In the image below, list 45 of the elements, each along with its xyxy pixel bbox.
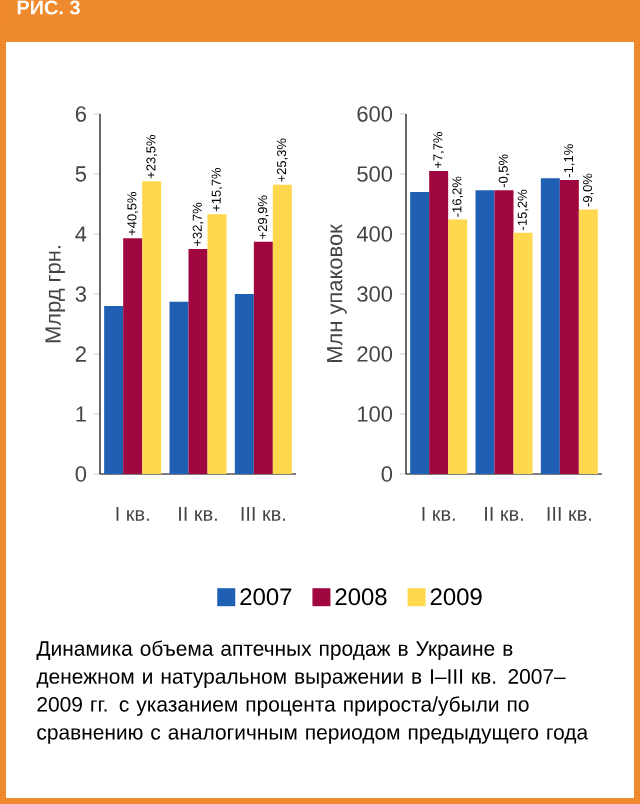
y-tick-label: 1	[76, 406, 86, 422]
text: Динамика объема аптечных продаж в Украине в денежном и натуральном выражении в I–III кв. 2007–2009 гг. с указанием процента прироста/убыли по сравнению с аналогичным периодом предыдущего года	[36, 640, 589, 744]
y-tick-label: 0	[75, 466, 87, 482]
bar	[494, 190, 514, 474]
legend-label: 2008	[335, 588, 387, 606]
x-tick-label: III кв.	[547, 507, 592, 521]
y-axis-title: Млрд грн.	[45, 246, 66, 343]
y-tick-label: 500	[357, 166, 393, 182]
x-tick-label: II кв.	[485, 507, 523, 521]
bar	[513, 232, 533, 474]
bar	[188, 249, 208, 474]
y-tick-label: 300	[357, 286, 393, 302]
bar	[234, 294, 254, 474]
y-tick-label: 600	[357, 106, 393, 122]
bar	[429, 171, 449, 474]
bar	[578, 209, 598, 474]
bar	[104, 306, 124, 474]
y-tick-label: 2	[75, 346, 86, 362]
y-tick-label: 3	[75, 286, 86, 302]
legend-label: 2007	[240, 588, 292, 606]
x-tick-label: I кв.	[116, 507, 149, 521]
bar	[142, 181, 162, 474]
bar	[448, 219, 468, 474]
y-tick-label: 5	[75, 166, 87, 182]
bar	[410, 192, 430, 474]
y-tick-label: 4	[75, 226, 87, 242]
bar	[207, 214, 227, 474]
bar	[169, 301, 189, 474]
chart-title: РИС. 3	[17, 0, 80, 15]
bar	[475, 190, 495, 474]
bar	[559, 180, 579, 474]
y-tick-label: 200	[357, 346, 393, 362]
bar	[540, 178, 560, 474]
x-tick-label: III кв.	[241, 507, 286, 521]
y-tick-label: 0	[381, 466, 393, 482]
x-tick-label: II кв.	[179, 507, 217, 521]
y-axis-title: Млн упаковок	[327, 224, 347, 362]
y-tick-label: 400	[356, 226, 393, 242]
legend-label: 2009	[430, 588, 482, 606]
y-tick-label: 100	[358, 406, 393, 422]
x-tick-label: I кв.	[422, 507, 455, 521]
y-tick-label: 6	[75, 106, 86, 122]
bar	[272, 184, 292, 474]
bar	[123, 238, 143, 474]
bar	[253, 241, 273, 474]
